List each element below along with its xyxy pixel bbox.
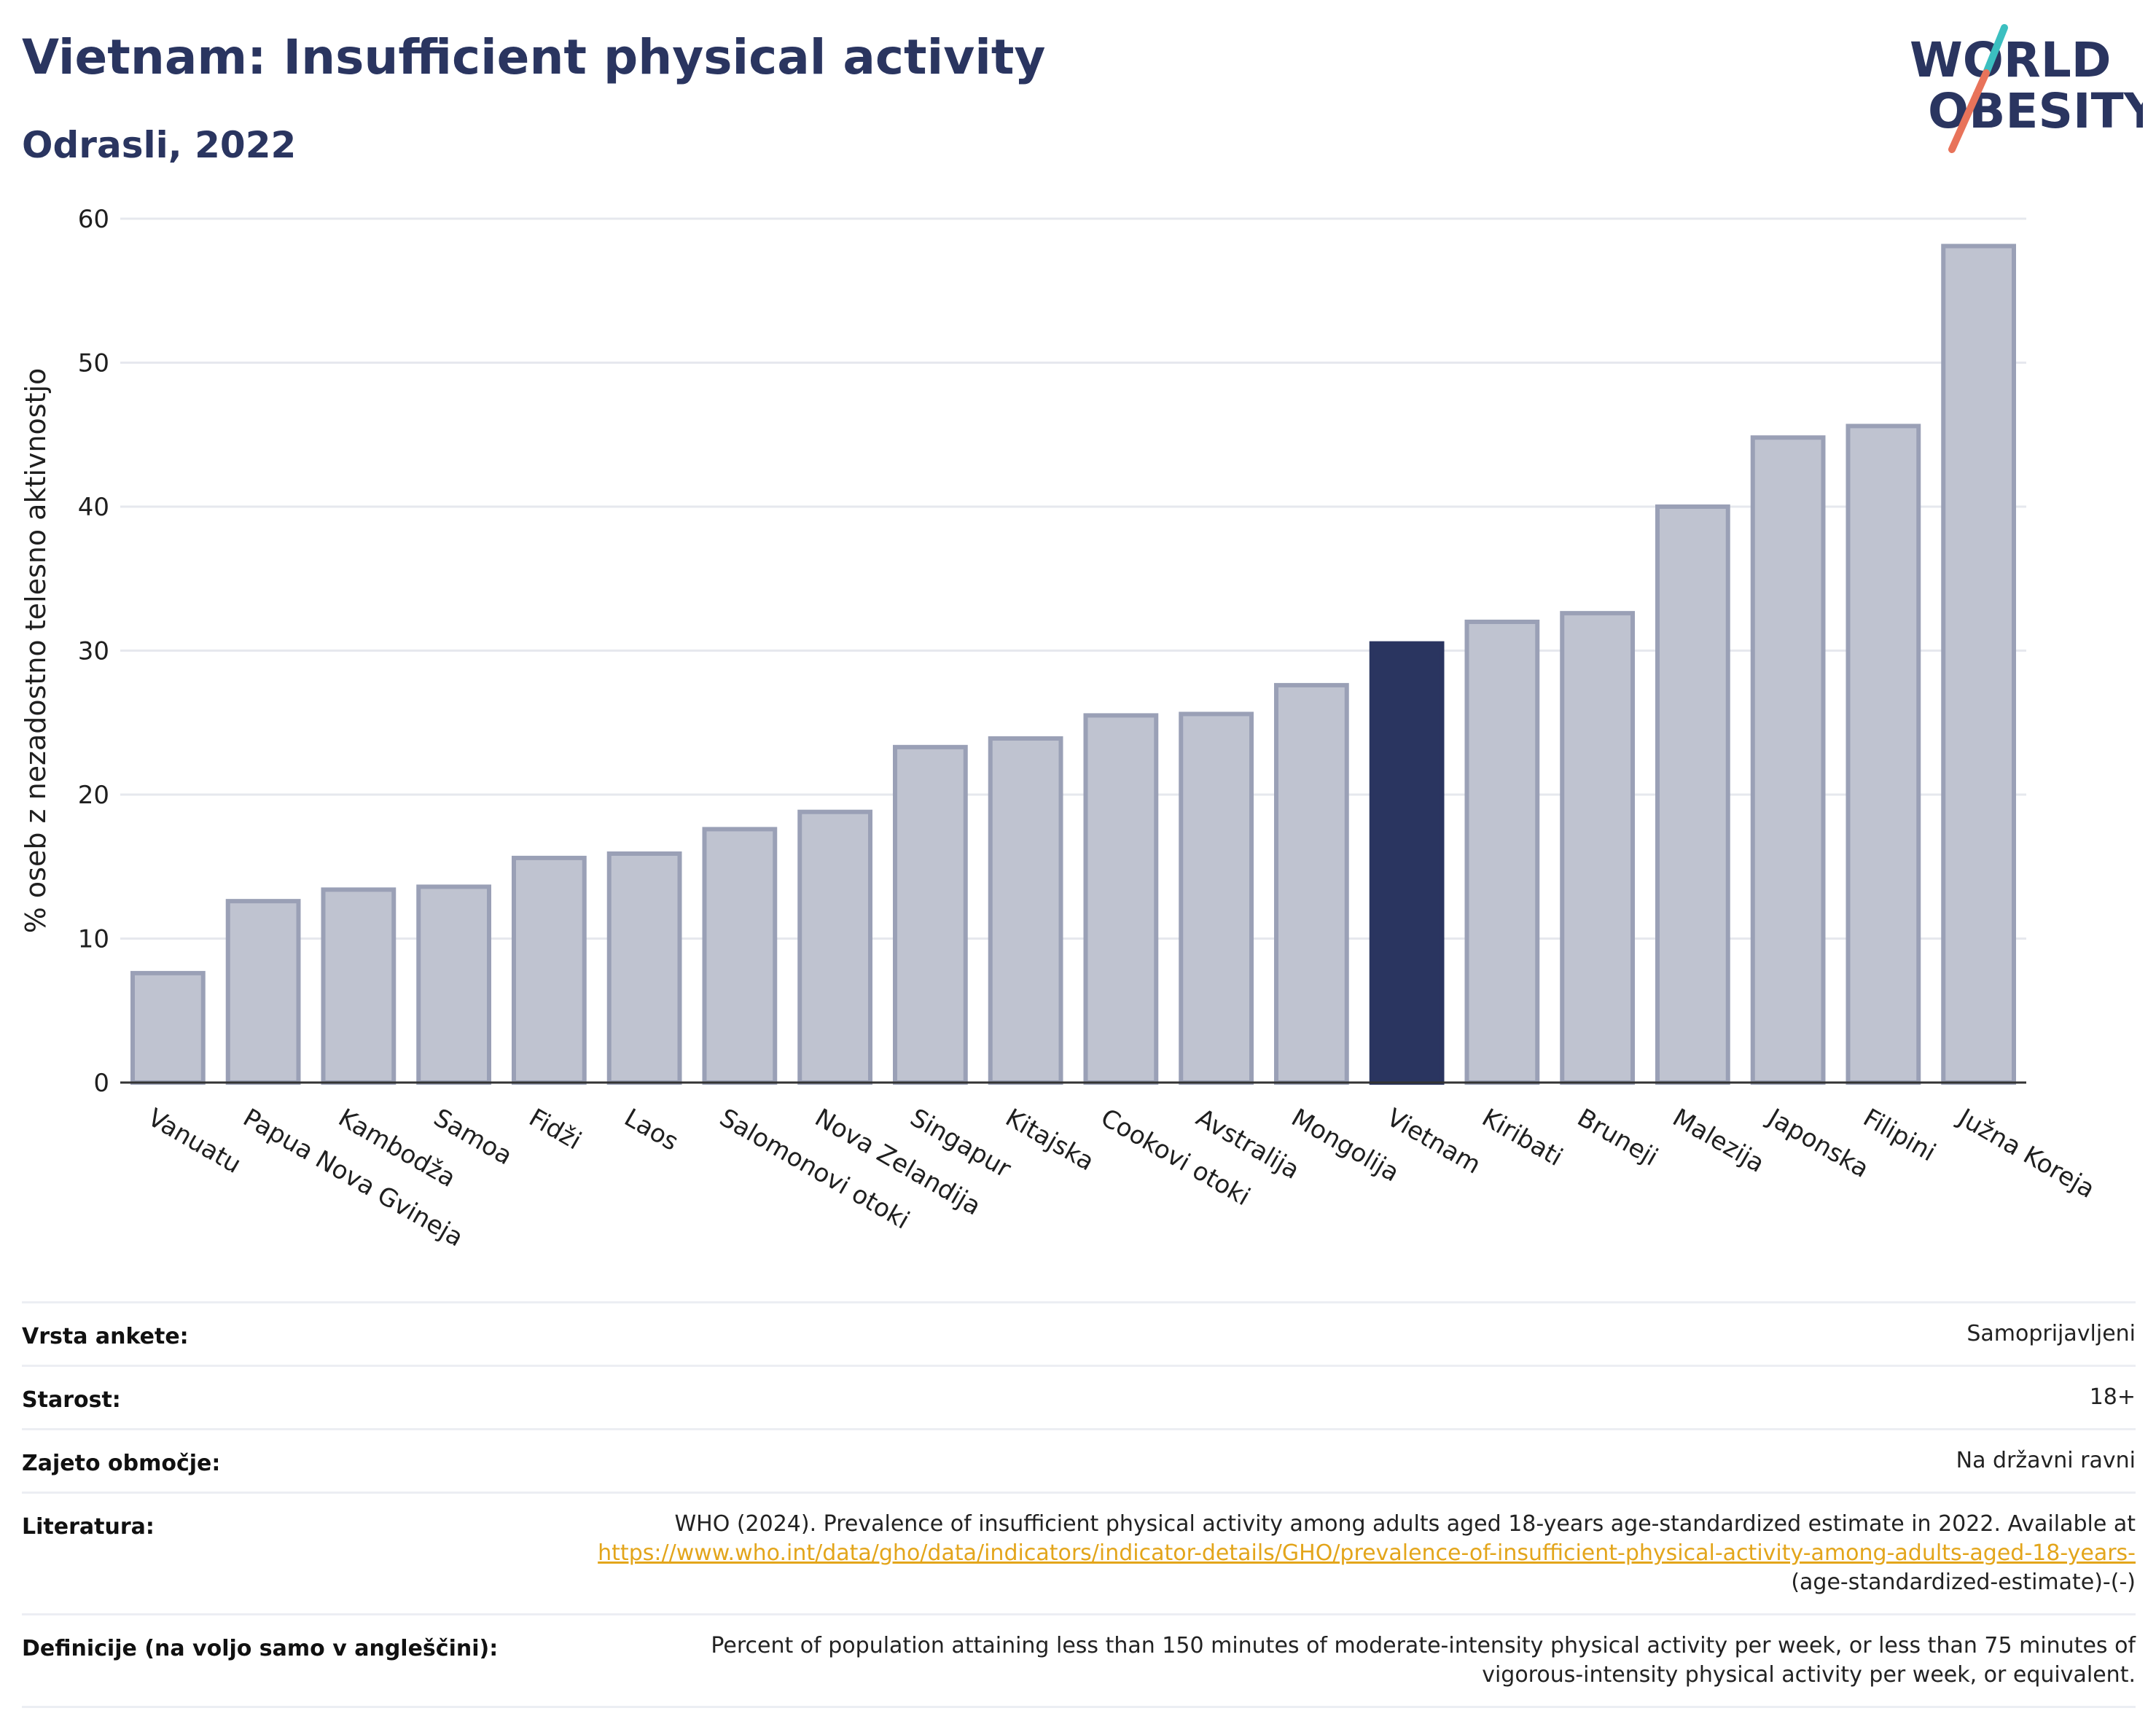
bar xyxy=(416,884,492,1085)
y-tick-label: 50 xyxy=(78,349,109,378)
info-value: Samoprijavljeni xyxy=(1966,1321,2136,1346)
bar xyxy=(1655,504,1730,1085)
literature-suffix: (age-standardized-estimate)-(-) xyxy=(1791,1570,2136,1595)
info-value: 18+ xyxy=(2089,1384,2136,1410)
bar xyxy=(1464,620,1540,1085)
info-label: Zajeto območje: xyxy=(22,1451,221,1476)
x-tick-label: Fidži xyxy=(524,1103,586,1155)
x-tick-label: Kitajska xyxy=(1001,1103,1099,1177)
bar xyxy=(988,736,1063,1085)
grid-layer xyxy=(120,217,2026,1084)
info-label: Literatura: xyxy=(22,1514,155,1540)
info-row-definitions: Definicije (na voljo samo v angleščini):… xyxy=(22,1613,2136,1708)
bar xyxy=(1846,424,1921,1085)
y-tick-label: 30 xyxy=(78,637,109,666)
logo-slash-teal xyxy=(1983,24,2008,77)
info-label: Vrsta ankete: xyxy=(22,1324,189,1349)
bar xyxy=(511,855,587,1085)
info-row-coverage: Zajeto območje: Na državni ravni xyxy=(22,1428,2136,1492)
info-label: Definicije (na voljo samo v angleščini): xyxy=(22,1636,499,1661)
info-row-literature: Literatura: WHO (2024). Prevalence of in… xyxy=(22,1492,2136,1613)
bars-layer xyxy=(130,243,2017,1085)
info-row-age: Starost: 18+ xyxy=(22,1365,2136,1428)
bar xyxy=(1369,641,1445,1085)
logo-slash-coral xyxy=(1948,69,1990,153)
x-tick-label: Južna Koreja xyxy=(1952,1102,2099,1204)
y-tick-label: 60 xyxy=(78,205,109,234)
bar xyxy=(1179,711,1254,1085)
y-tick-label: 0 xyxy=(93,1069,109,1098)
page-title: Vietnam: Insufficient physical activity xyxy=(22,29,1046,85)
info-value: WHO (2024). Prevalence of insufficient p… xyxy=(547,1494,2136,1613)
page-subtitle: Odrasli, 2022 xyxy=(22,124,297,166)
x-tick-label: Laos xyxy=(620,1103,684,1157)
bar xyxy=(892,744,968,1085)
literature-text: WHO (2024). Prevalence of insufficient p… xyxy=(674,1511,2136,1537)
bar xyxy=(1560,611,1636,1085)
bar xyxy=(1941,243,2017,1085)
bar xyxy=(797,809,873,1085)
info-table: Vrsta ankete: Samoprijavljeni Starost: 1… xyxy=(22,1301,2136,1708)
bar xyxy=(1083,713,1159,1085)
bar xyxy=(1750,435,1826,1085)
y-tick-label: 10 xyxy=(78,925,109,954)
info-value: Na državni ravni xyxy=(1956,1448,2136,1473)
bar xyxy=(1273,682,1349,1085)
bar xyxy=(321,887,397,1085)
bar xyxy=(130,970,206,1085)
info-label: Starost: xyxy=(22,1387,121,1413)
logo-text-line1: WORLD xyxy=(1910,32,2112,88)
x-tick-label: Japonska xyxy=(1762,1102,1874,1184)
x-tick-label: Vanuatu xyxy=(143,1103,246,1180)
info-value: Percent of population attaining less tha… xyxy=(711,1633,2136,1688)
info-row-survey-type: Vrsta ankete: Samoprijavljeni xyxy=(22,1301,2136,1365)
x-tick-label: Malezija xyxy=(1668,1103,1770,1179)
y-axis-title: % oseb z nezadostno telesno aktivnostjo xyxy=(20,368,52,934)
x-tick-label: Bruneji xyxy=(1572,1103,1663,1172)
literature-link[interactable]: https://www.who.int/data/gho/data/indica… xyxy=(598,1540,2136,1566)
bar xyxy=(225,899,301,1085)
x-tick-label: Kiribati xyxy=(1477,1103,1567,1172)
world-obesity-logo: WORLD OBESITY xyxy=(1910,24,2143,153)
bar xyxy=(606,851,682,1085)
bar xyxy=(702,827,778,1085)
x-tick-label: Mongolija xyxy=(1286,1103,1404,1188)
y-tick-label: 20 xyxy=(78,781,109,810)
y-tick-label: 40 xyxy=(78,493,109,522)
